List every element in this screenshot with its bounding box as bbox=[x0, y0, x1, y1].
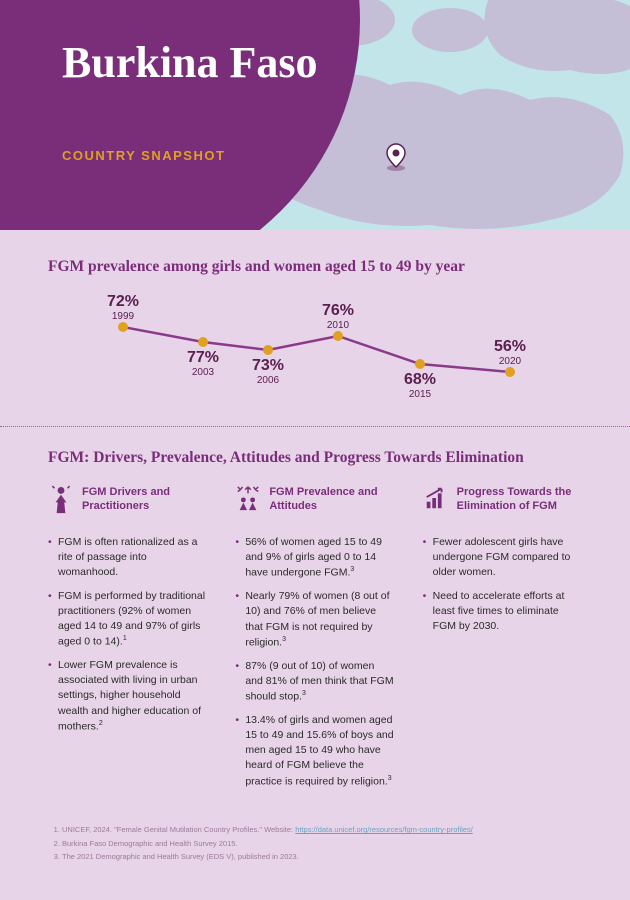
chart-point-label: 73%2006 bbox=[242, 357, 294, 386]
chart-title: FGM prevalence among girls and women age… bbox=[48, 258, 582, 276]
footnotes: UNICEF, 2024. "Female Genital Mutilation… bbox=[0, 815, 630, 900]
bullet-item: Lower FGM prevalence is associated with … bbox=[48, 658, 207, 735]
column-0: FGM Drivers and Practitioners FGM is ofte… bbox=[48, 485, 207, 797]
footnote-link[interactable]: https://data.unicef.org/resources/fgm-co… bbox=[295, 825, 473, 834]
column-2: Progress Towards the Elimination of FGM F… bbox=[423, 485, 582, 797]
column-head-text: FGM Drivers and Practitioners bbox=[82, 485, 207, 514]
column-head-text: FGM Prevalence and Attitudes bbox=[269, 485, 394, 514]
chart-point-label: 56%2020 bbox=[484, 338, 536, 367]
chart-section: FGM prevalence among girls and women age… bbox=[0, 229, 630, 427]
column-icon bbox=[423, 485, 449, 515]
chart-point-label: 72%1999 bbox=[97, 293, 149, 322]
prevalence-chart: 72%1999 77%2003 73%2006 76%2010 68%2015 56%20… bbox=[48, 294, 582, 404]
column-icon bbox=[48, 485, 74, 515]
bullet-item: Nearly 79% of women (8 out of 10) and 76… bbox=[235, 589, 394, 650]
main-title: FGM: Drivers, Prevalence, Attitudes and … bbox=[48, 449, 582, 467]
column-1: FGM Prevalence and Attitudes 56% of women… bbox=[235, 485, 394, 797]
bullet-item: 87% (9 out of 10) of women and 81% of me… bbox=[235, 659, 394, 705]
bullet-item: 13.4% of girls and women aged 15 to 49 a… bbox=[235, 713, 394, 790]
chart-point-label: 77%2003 bbox=[177, 349, 229, 378]
bullet-item: FGM is often rationalized as a rite of p… bbox=[48, 535, 207, 581]
column-head-text: Progress Towards the Elimination of FGM bbox=[457, 485, 582, 514]
footnote-item: UNICEF, 2024. "Female Genital Mutilation… bbox=[62, 825, 582, 836]
bullet-item: FGM is performed by traditional practiti… bbox=[48, 589, 207, 650]
page-title: Burkina Faso bbox=[62, 40, 318, 86]
footnote-item: The 2021 Demographic and Health Survey (… bbox=[62, 852, 582, 863]
footnote-item: Burkina Faso Demographic and Health Surv… bbox=[62, 839, 582, 850]
bullet-item: Need to accelerate efforts at least five… bbox=[423, 589, 582, 635]
main-section: FGM: Drivers, Prevalence, Attitudes and … bbox=[0, 427, 630, 815]
column-head: Progress Towards the Elimination of FGM bbox=[423, 485, 582, 521]
column-icon bbox=[235, 485, 261, 515]
bullet-item: Fewer adolescent girls have undergone FG… bbox=[423, 535, 582, 581]
page-subtitle: COUNTRY SNAPSHOT bbox=[62, 148, 225, 163]
chart-point-label: 76%2010 bbox=[312, 302, 364, 331]
chart-point-label: 68%2015 bbox=[394, 371, 446, 400]
map-pin-icon bbox=[384, 142, 408, 172]
header: Burkina Faso COUNTRY SNAPSHOT bbox=[0, 0, 630, 230]
column-head: FGM Prevalence and Attitudes bbox=[235, 485, 394, 521]
bullet-item: 56% of women aged 15 to 49 and 9% of gir… bbox=[235, 535, 394, 581]
column-head: FGM Drivers and Practitioners bbox=[48, 485, 207, 521]
